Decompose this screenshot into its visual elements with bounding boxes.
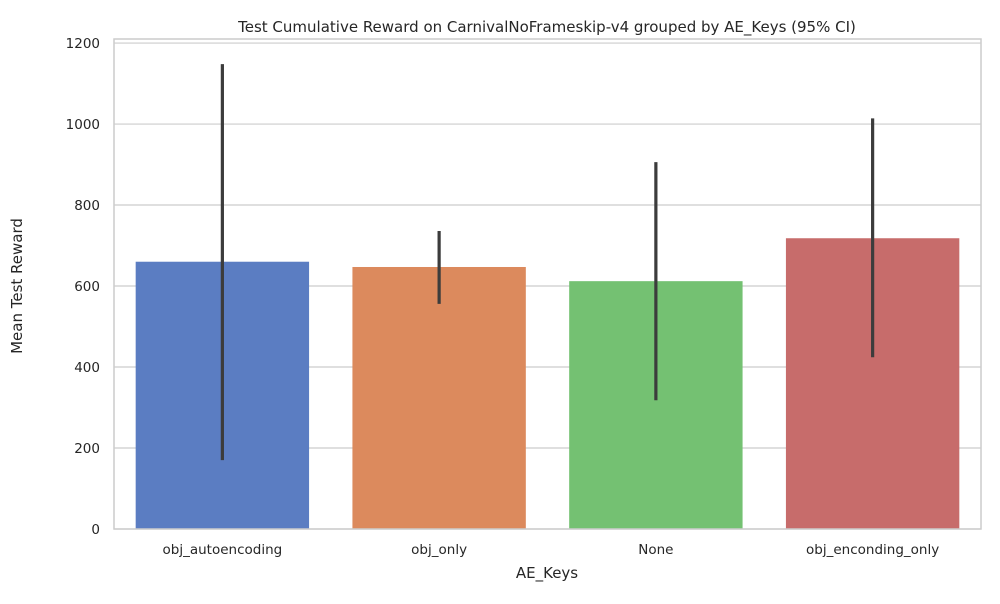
- x-tick-label: obj_only: [411, 542, 467, 558]
- error-bars: [220, 64, 875, 461]
- y-tick-label: 800: [74, 198, 100, 214]
- y-tick-label: 0: [91, 522, 100, 538]
- x-tick-labels: obj_autoencoding obj_only None obj_encondin…: [163, 542, 940, 558]
- x-tick-label: obj_autoencoding: [163, 542, 283, 558]
- y-tick-label: 1000: [66, 117, 100, 133]
- plot-frame: [113, 38, 982, 530]
- plot-border: [113, 38, 982, 530]
- y-tick-label: 200: [74, 441, 100, 457]
- y-tick-label: 1200: [66, 36, 100, 52]
- y-tick-labels: 0 200 400 600 800 1000 1200: [66, 36, 100, 538]
- chart-title: Test Cumulative Reward on CarnivalNoFram…: [237, 18, 856, 37]
- x-tick-label: obj_enconding_only: [806, 542, 939, 558]
- y-tick-label: 600: [74, 279, 100, 295]
- y-tick-label: 400: [74, 360, 100, 376]
- bar: [352, 266, 526, 529]
- x-axis-label: AE_Keys: [516, 564, 578, 583]
- bars: [135, 238, 960, 529]
- x-tick-label: None: [638, 542, 673, 558]
- y-axis-label: Mean Test Reward: [8, 218, 26, 354]
